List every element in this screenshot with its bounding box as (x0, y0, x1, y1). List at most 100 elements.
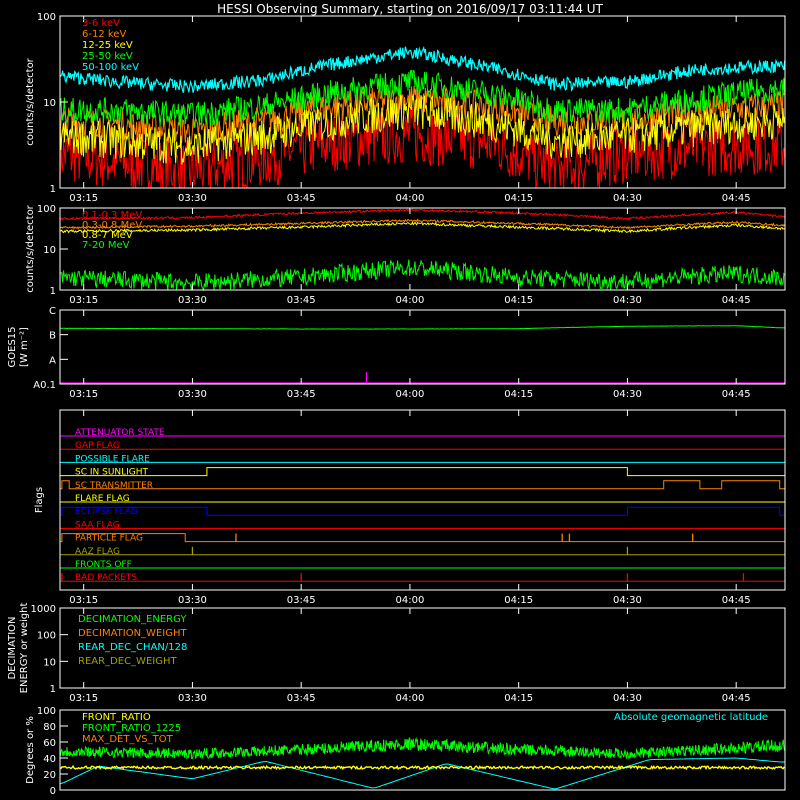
time-tick-label: 04:00 (396, 193, 425, 204)
latitude-annotation: Absolute geomagnetic latitude (614, 712, 768, 723)
y-tick-label: 0 (50, 786, 56, 797)
flag-line (60, 533, 785, 543)
legend-entry: 0.3-0.8 MeV (82, 220, 142, 231)
y-tick-label: 10 (43, 657, 56, 668)
time-tick-label: 04:00 (396, 295, 425, 306)
y-tick-label: 40 (43, 754, 56, 765)
legend-entry: FRONT_RATIO_1225 (82, 723, 181, 734)
flag-label: POSSIBLE FLARE (75, 454, 150, 464)
series-line (59, 757, 785, 790)
time-tick-label: 04:00 (396, 389, 425, 400)
time-tick-label: 04:45 (722, 693, 751, 704)
y-tick-label: 100 (37, 706, 56, 717)
y-axis-label: DECIMATION (7, 616, 18, 679)
time-tick-label: 04:30 (613, 295, 642, 306)
flag-label: SAA FLAG (75, 520, 120, 530)
y-tick-label: 100 (37, 12, 56, 23)
y-axis-label: Flags (34, 487, 45, 513)
time-tick-label: 04:15 (504, 295, 533, 306)
y-axis-label: counts/s/detector (25, 57, 36, 145)
series-line (59, 218, 786, 230)
y-axis-label: GOES15 (7, 326, 18, 367)
time-tick-label: 03:30 (178, 693, 207, 704)
y-tick-label: 1 (50, 286, 56, 297)
time-tick-label: 04:30 (613, 389, 642, 400)
y-tick-label: 1 (50, 184, 56, 195)
legend-entry: 50-100 keV (82, 62, 139, 73)
time-tick-label: 03:15 (69, 193, 98, 204)
series-line (59, 764, 785, 771)
time-tick-label: 03:45 (287, 193, 316, 204)
legend-entry: REAR_DEC_CHAN/128 (78, 642, 187, 653)
flag-line (60, 480, 785, 490)
time-tick-label: 03:15 (69, 295, 98, 306)
flag-label: FRONTS OFF (75, 560, 132, 570)
time-tick-label: 03:15 (69, 389, 98, 400)
legend-entry: 0.8-7 MeV (82, 230, 133, 241)
y-tick-label: 80 (43, 722, 56, 733)
panel-frame (59, 709, 786, 791)
flag-label: SC IN SUNLIGHT (75, 468, 149, 478)
series-line (60, 220, 785, 234)
plot-title: HESSI Observing Summary, starting on 201… (217, 2, 603, 16)
y-axis-label: ENERGY or weight (19, 603, 30, 694)
time-tick-label: 03:15 (69, 595, 98, 606)
legend-entry: 25-50 keV (82, 51, 133, 62)
time-tick-label: 04:15 (504, 693, 533, 704)
flag-label: PARTICLE FLAG (75, 534, 143, 544)
flag-label: AAZ FLAG (75, 547, 120, 557)
y-axis-label: [W m⁻²] (19, 327, 30, 367)
legend-entry: REAR_DEC_WEIGHT (78, 656, 177, 667)
time-tick-label: 03:15 (69, 693, 98, 704)
time-tick-label: 03:30 (178, 295, 207, 306)
y-tick-label: 10 (43, 98, 56, 109)
time-tick-label: 04:45 (722, 193, 751, 204)
legend-entry: 7-20 MeV (82, 240, 130, 251)
y-tick-label: 1 (50, 684, 56, 695)
panel-frame (59, 607, 786, 689)
flag-label: ECLIPSE FLAG (75, 507, 138, 517)
flag-line (60, 506, 785, 516)
y-tick-label: 60 (43, 738, 56, 749)
time-tick-label: 03:30 (178, 595, 207, 606)
y-tick-label: 20 (43, 770, 56, 781)
series-line (59, 208, 786, 221)
legend-entry: FRONT_RATIO (82, 712, 151, 723)
time-tick-label: 04:45 (722, 595, 751, 606)
flag-label: GAP FLAG (75, 441, 120, 451)
flag-label: ATTENUATOR STATE (75, 428, 165, 438)
y-tick-label: C (49, 306, 56, 317)
time-tick-label: 03:30 (178, 193, 207, 204)
flag-label: SC TRANSMITTER (75, 481, 153, 491)
y-tick-label: 100 (37, 631, 56, 642)
time-tick-label: 03:45 (287, 595, 316, 606)
time-tick-label: 04:15 (504, 193, 533, 204)
time-tick-label: 03:45 (287, 389, 316, 400)
time-tick-label: 04:15 (504, 595, 533, 606)
flag-line (60, 467, 785, 477)
time-tick-label: 04:45 (722, 389, 751, 400)
time-tick-label: 03:45 (287, 693, 316, 704)
legend-entry: MAX_DET_VS_TOT (82, 734, 174, 745)
legend-entry: 12-25 keV (82, 40, 133, 51)
series-line (59, 325, 785, 330)
flag-label: BAD PACKETS (75, 573, 137, 583)
panel-frame (59, 309, 786, 385)
y-tick-label: B (49, 331, 56, 342)
time-tick-label: 04:45 (722, 295, 751, 306)
y-tick-label: 10 (43, 245, 56, 256)
time-tick-label: 04:00 (396, 693, 425, 704)
y-tick-label: A0.1 (33, 380, 56, 391)
legend-entry: 6-12 keV (82, 29, 126, 40)
legend-entry: DECIMATION_WEIGHT (78, 628, 187, 639)
time-tick-label: 04:00 (396, 595, 425, 606)
series-line (59, 259, 786, 292)
y-axis-label: counts/s/detector (25, 204, 36, 292)
series-line (59, 45, 786, 93)
legend-entry: 0.1-0.3 MeV (82, 210, 142, 221)
legend-entry: 3-6 keV (82, 18, 120, 29)
series-line (59, 93, 786, 165)
panel-frame (59, 409, 786, 591)
series-line (59, 736, 785, 760)
